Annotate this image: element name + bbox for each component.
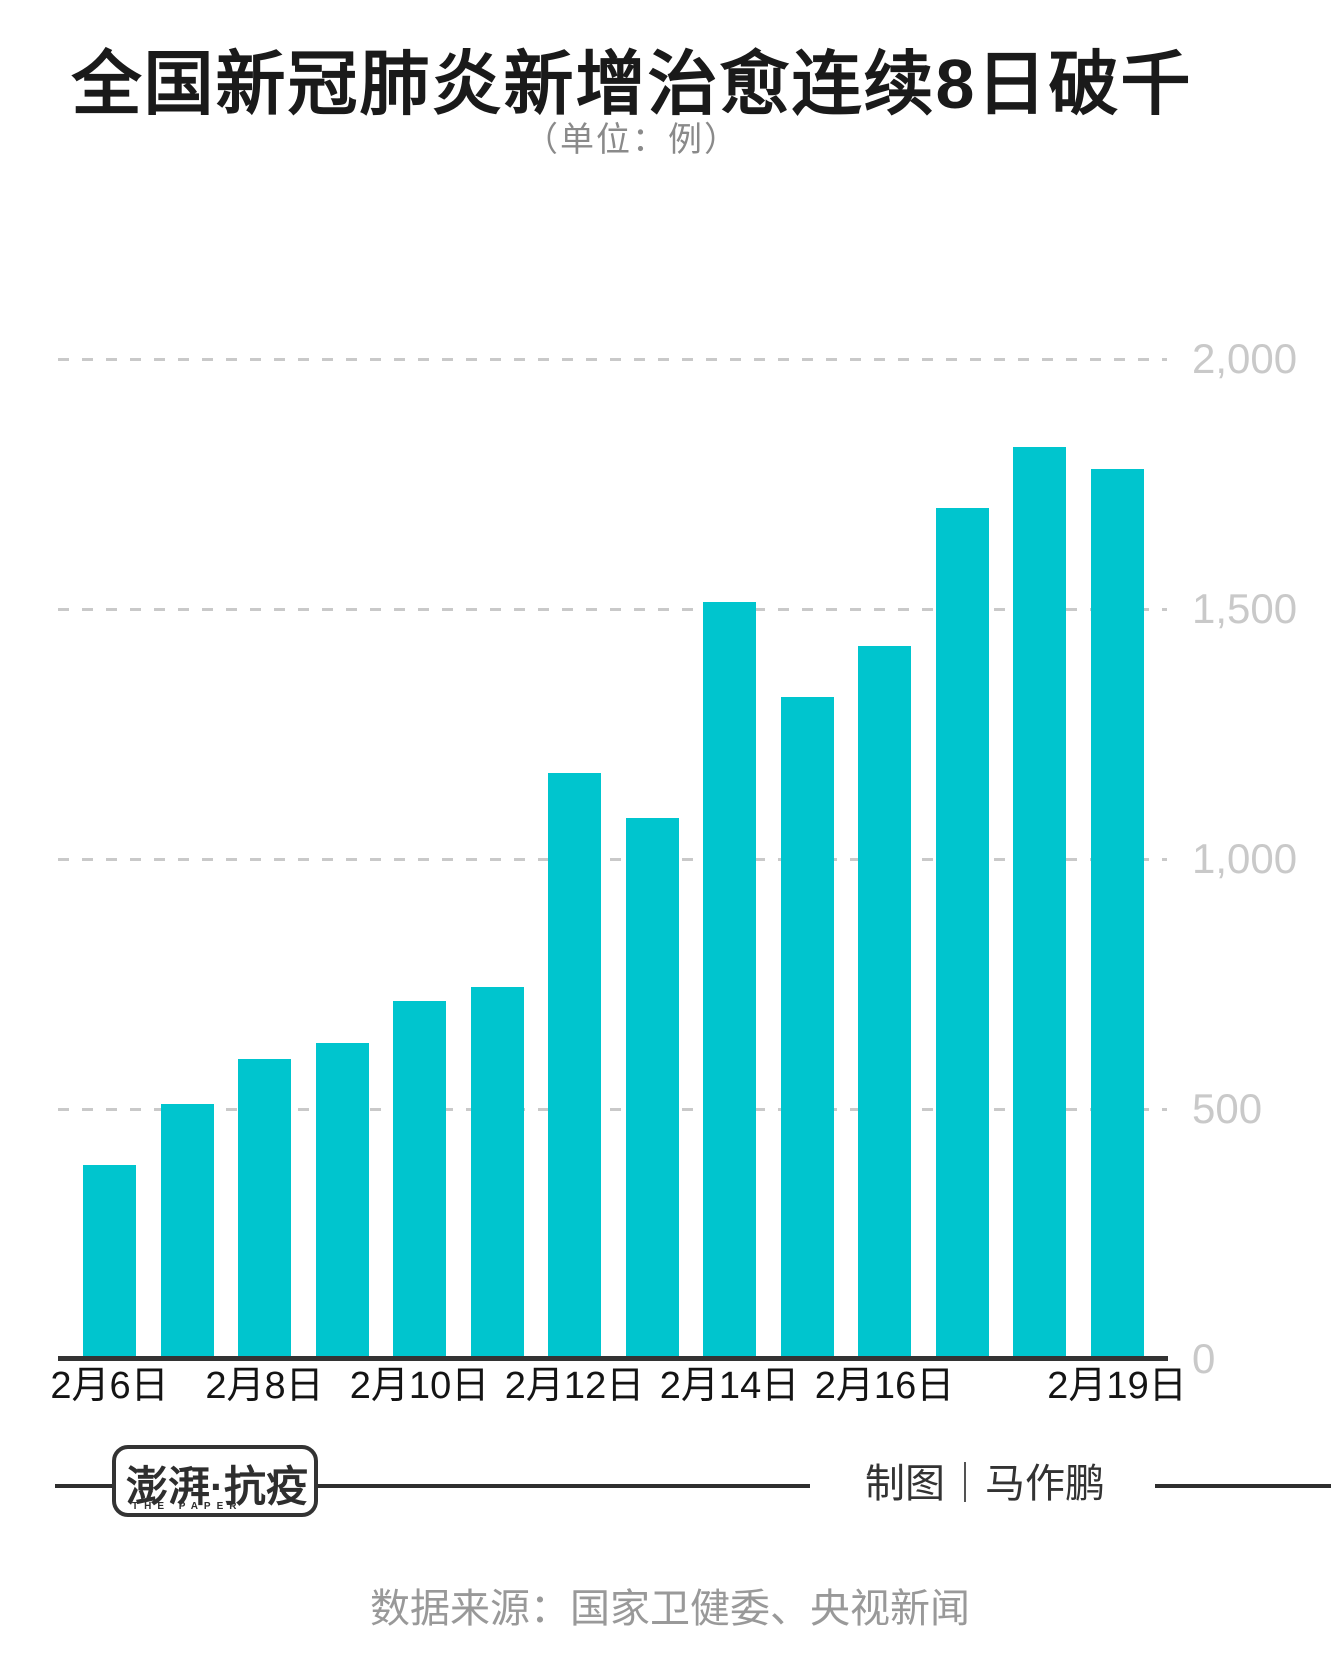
data-source-text: 数据来源：国家卫健委、央视新闻 [370, 1587, 970, 1631]
x-axis-label-2月19日: 2月19日 [1047, 1365, 1187, 1407]
bar-2月15日 [780, 697, 834, 1359]
bar-2月9日 [315, 1043, 369, 1359]
bar-2月16日 [858, 646, 911, 1359]
bar-2月6日 [83, 1165, 136, 1359]
footer-rule-right [1155, 1484, 1331, 1488]
bar-2月11日 [470, 987, 524, 1359]
x-axis-label-2月12日: 2月12日 [504, 1365, 645, 1407]
thepaper-logo: 澎湃·抗疫 THE PAPER [112, 1445, 318, 1517]
gridline-500 [58, 1108, 1167, 1111]
chart-title: 全国新冠肺炎新增治愈连续8日破千 [71, 45, 1193, 123]
bar-2月13日 [625, 818, 679, 1359]
bar-2月18日 [1013, 447, 1066, 1359]
x-axis-label-2月16日: 2月16日 [814, 1365, 955, 1407]
y-axis-label-500: 500 [1192, 1085, 1263, 1132]
bar-2月7日 [160, 1104, 214, 1359]
gridline-1000 [58, 858, 1167, 861]
x-axis-label-2月6日: 2月6日 [50, 1365, 169, 1407]
bar-2月8日 [238, 1059, 291, 1359]
gridline-1500 [58, 608, 1167, 611]
gridline-2000 [58, 358, 1167, 361]
bar-2月19日 [1090, 469, 1144, 1359]
credit-text: 制图｜马作鹏 [865, 1462, 1105, 1506]
bar-2月12日 [548, 773, 601, 1359]
bar-2月10日 [393, 1001, 446, 1359]
bar-2月17日 [935, 508, 989, 1359]
bar-2月14日 [703, 602, 756, 1359]
x-axis-line [58, 1356, 1168, 1361]
x-axis-label-2月10日: 2月10日 [349, 1365, 490, 1407]
thepaper-logo-subtext: THE PAPER [132, 1501, 243, 1512]
y-axis-label-1000: 1,000 [1192, 835, 1298, 882]
y-axis-label-2000: 2,000 [1192, 335, 1298, 382]
chart-unit-note: （单位：例） [524, 121, 740, 159]
x-axis-label-2月14日: 2月14日 [659, 1365, 800, 1407]
y-axis-label-1500: 1,500 [1192, 585, 1298, 632]
y-axis-label-0: 0 [1192, 1335, 1216, 1382]
footer-rule-left [55, 1484, 810, 1488]
x-axis-label-2月8日: 2月8日 [205, 1365, 324, 1407]
thepaper-logo-text: 澎湃·抗疫 [126, 1463, 308, 1510]
